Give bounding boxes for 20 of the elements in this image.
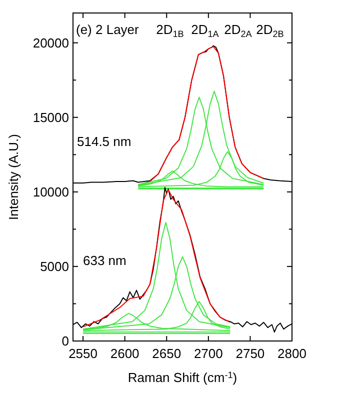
- y-axis-title: Intensity (A.U.): [6, 134, 21, 220]
- annotation: 633 nm: [83, 253, 126, 268]
- annotation: (e) 2 Layer: [76, 22, 140, 37]
- annotation: 2D$_{2B}$: [256, 22, 284, 39]
- x-tick-label: 2550: [68, 346, 98, 361]
- y-tick-label: 0: [62, 334, 69, 348]
- y-tick-label: 10000: [32, 184, 69, 200]
- annotation: 2D$_{1A}$: [191, 22, 220, 39]
- y-tick-label: 15000: [32, 110, 69, 125]
- annotation: 514.5 nm: [77, 134, 132, 149]
- x-tick-label: 2600: [110, 346, 140, 361]
- x-axis-title: Raman Shift (cm$^{-1}$): [128, 370, 238, 385]
- annotation: 2D$_{2A}$: [224, 22, 253, 39]
- y-tick-label: 5000: [40, 258, 69, 274]
- x-tick-label: 2750: [236, 346, 265, 361]
- annotation: 2D$_{1B}$: [156, 22, 184, 39]
- x-tick-label: 2800: [278, 346, 306, 361]
- y-tick-label: 20000: [32, 35, 69, 50]
- x-tick-label: 2650: [152, 346, 182, 361]
- x-tick-label: 2700: [194, 346, 223, 361]
